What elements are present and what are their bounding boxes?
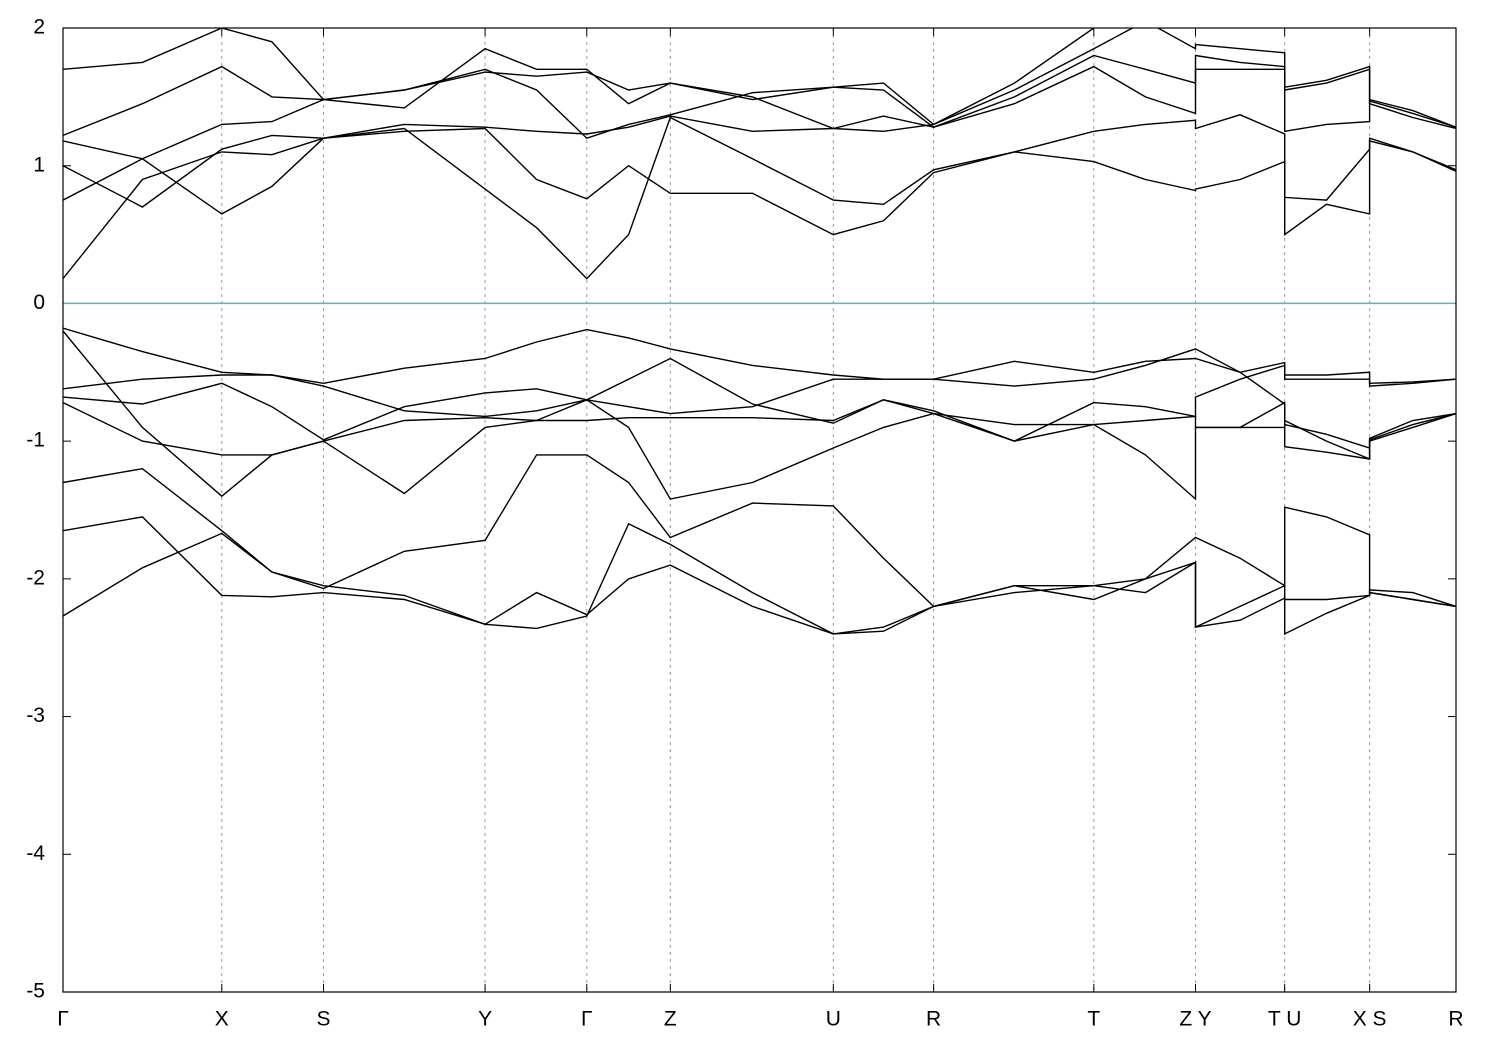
- y-tick-label: -5: [26, 980, 45, 1003]
- band-line: [63, 382, 1456, 500]
- y-tick-label: -1: [26, 429, 45, 452]
- y-tick-label: 2: [33, 16, 45, 39]
- y-tick-label: 1: [33, 153, 45, 176]
- x-tick-label: Y: [478, 1008, 492, 1031]
- band-line: [63, 348, 1456, 449]
- band-line: [63, 28, 1456, 137]
- x-tick-label: Γ: [57, 1008, 69, 1031]
- x-tick-label: T: [1087, 1008, 1100, 1031]
- y-tick-label: -2: [26, 566, 45, 589]
- x-tick-label: R: [1448, 1008, 1463, 1031]
- band-line: [63, 454, 1456, 629]
- x-tick-label: S: [316, 1008, 330, 1031]
- band-line: [63, 127, 1456, 280]
- band-line: [63, 65, 1456, 208]
- band-line: [63, 522, 1456, 635]
- plot-frame: [62, 27, 1457, 993]
- x-tick-label: X S: [1353, 1008, 1387, 1031]
- y-tick-label: -4: [26, 842, 45, 865]
- x-tick-label: T U: [1268, 1008, 1301, 1031]
- band-line: [63, 330, 1456, 498]
- band-line: [63, 399, 1456, 501]
- y-tick-label: -3: [26, 704, 45, 727]
- x-tick-label: U: [826, 1008, 841, 1031]
- x-tick-label: Z: [664, 1008, 677, 1031]
- band-line: [63, 114, 1456, 280]
- x-tick-label: R: [926, 1008, 941, 1031]
- band-line: [63, 516, 1456, 636]
- bands: [63, 28, 1456, 636]
- x-tick-label: X: [215, 1008, 229, 1031]
- x-tick-label: Γ: [581, 1008, 593, 1031]
- band-line: [63, 28, 1097, 126]
- y-tick-label: 0: [33, 291, 45, 314]
- x-tick-label: Z Y: [1179, 1008, 1211, 1031]
